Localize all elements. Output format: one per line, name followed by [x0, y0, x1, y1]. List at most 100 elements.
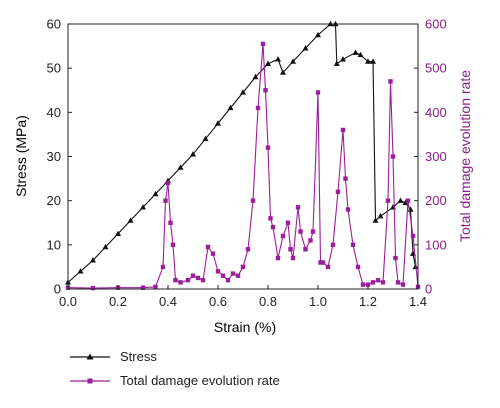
damage-data-point [268, 216, 273, 221]
damage-data-point [230, 271, 236, 276]
right-y-tick-label: 400 [425, 105, 447, 120]
damage-data-point [200, 277, 206, 283]
stress-series-line [67, 23, 417, 283]
x-tick-label: 0.8 [259, 294, 277, 309]
stress-data-point [177, 164, 184, 170]
damage-data-point [308, 238, 313, 243]
left-y-tick-label: 0 [54, 282, 61, 297]
x-axis-label: Strain (%) [214, 319, 276, 335]
stress-data-point [372, 217, 379, 223]
damage-data-point [270, 224, 276, 230]
left-y-tick-label: 10 [47, 237, 61, 252]
damage-data-point [310, 229, 316, 234]
damage-data-point [385, 198, 391, 203]
damage-data-point [320, 260, 326, 265]
damage-data-point [370, 280, 376, 285]
damage-data-point [210, 251, 216, 256]
stress-data-point [333, 60, 340, 66]
stress-data-point [140, 204, 146, 210]
stress-data-point [397, 197, 404, 203]
damage-data-point [205, 244, 211, 250]
legend-damage-marker [87, 378, 93, 384]
right-y-tick-label: 100 [425, 237, 447, 252]
damage-data-point [225, 277, 231, 283]
stress-data-point [340, 56, 346, 62]
stress-data-point [190, 151, 196, 157]
damage-data-point [178, 280, 183, 285]
damage-data-point [275, 255, 281, 261]
stress-data-point [202, 135, 209, 142]
right-y-tick-label: 0 [425, 282, 432, 297]
damage-data-point [280, 233, 286, 239]
stress-data-point [352, 49, 359, 55]
damage-data-point [235, 273, 241, 278]
plot-frame [67, 23, 419, 290]
damage-data-point [393, 255, 398, 261]
tick-labels: 0.0 0.2 0.4 0.6 0.8 1.0 1.2 1.40102030405060010… [47, 17, 447, 310]
damage-data-point [263, 88, 268, 93]
damage-data-point [173, 277, 178, 283]
damage-data-point [160, 264, 166, 270]
damage-data-point [400, 282, 406, 287]
left-y-tick-label: 50 [47, 61, 61, 76]
stress-data-point [252, 73, 259, 80]
damage-data-point [90, 285, 96, 291]
right-y-axis-label: Total damage evolution rate [457, 70, 473, 242]
damage-data-point [345, 207, 351, 212]
stress-data-point [365, 58, 371, 64]
right-y-tick-label: 500 [425, 61, 447, 76]
stress-data-point [127, 217, 134, 223]
damage-data-point [340, 127, 346, 133]
stress-data-point [370, 58, 376, 64]
damage-data-point [255, 105, 261, 111]
damage-data-point [410, 233, 416, 239]
damage-data-point [195, 275, 201, 281]
stress-data-point [280, 69, 286, 75]
damage-data-point [190, 273, 196, 278]
damage-data-point [303, 247, 308, 252]
damage-data-point [153, 284, 158, 289]
damage-series-line [67, 43, 419, 289]
stress-data-point [77, 268, 84, 274]
left-y-tick-label: 30 [47, 149, 61, 164]
x-tick-label: 1.2 [359, 294, 377, 309]
stress-data-point [152, 190, 159, 197]
damage-data-point [350, 242, 356, 248]
damage-data-point [330, 242, 336, 248]
damage-data-point [355, 264, 361, 270]
stress-data-point [227, 104, 234, 111]
x-tick-label: 0.4 [159, 294, 177, 309]
damage-data-point [360, 282, 366, 287]
legend-entry-stress: Stress [70, 349, 157, 364]
damage-data-point [388, 79, 393, 84]
damage-data-point [375, 277, 381, 283]
damage-data-point [288, 247, 293, 252]
damage-data-point [325, 264, 331, 270]
damage-data-point [260, 41, 266, 47]
damage-data-point [380, 280, 386, 285]
left-y-tick-label: 60 [47, 17, 61, 32]
damage-data-point [215, 269, 221, 274]
stress-data-point [275, 56, 281, 62]
legend: Stress Total damage evolution rate [70, 349, 280, 388]
stress-data-point [315, 31, 321, 38]
stress-data-point [90, 257, 96, 263]
x-tick-label: 0.6 [209, 294, 227, 309]
damage-data-point [315, 90, 321, 95]
damage-data-point [318, 260, 323, 265]
left-y-tick-label: 40 [47, 105, 61, 120]
right-y-tick-label: 600 [425, 17, 447, 32]
left-y-tick-label: 20 [47, 193, 61, 208]
damage-data-point [335, 189, 341, 195]
damage-data-point [290, 255, 296, 261]
damage-data-point [343, 176, 348, 181]
damage-data-point [295, 205, 301, 210]
axes [67, 23, 419, 290]
stress-data-point [302, 45, 309, 51]
damage-data-point [390, 154, 396, 159]
damage-data-point [170, 242, 176, 248]
stress-data-point [240, 89, 246, 95]
right-y-tick-label: 200 [425, 193, 447, 208]
legend-stress-label: Stress [120, 349, 157, 364]
